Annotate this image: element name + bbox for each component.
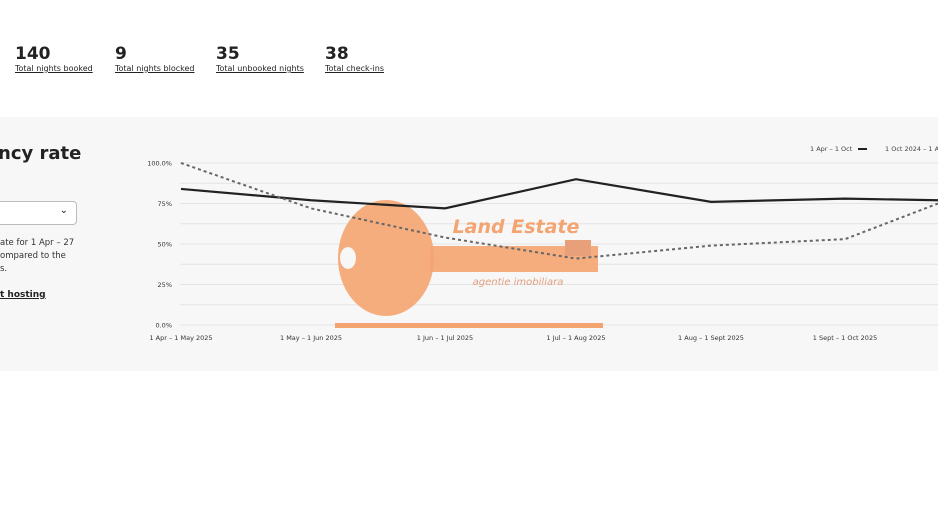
watermark-subtitle: agentie imobiliara [473,277,564,288]
stat-value: 9 [115,44,127,64]
x-tick-label: 1 Jun – 1 Jul 2025 [417,334,473,342]
watermark-title: Land Estate [453,216,580,238]
stat-unbooked-nights: 35 Total unbooked nights [216,44,304,73]
x-tick-label: 1 Apr – 1 May 2025 [149,334,212,342]
y-tick-label: 100.0% [147,160,172,168]
description-line: s. [0,264,8,274]
y-tick-label: 75% [158,200,172,208]
legend-item-previous: 1 Oct 2024 – 1 Ap [885,145,938,153]
stat-label-link[interactable]: Total unbooked nights [216,64,304,73]
y-tick-label: 0.0% [155,322,172,330]
watermark-key-icon [338,200,434,316]
x-tick-label: 1 Aug – 1 Sept 2025 [678,334,744,342]
stat-value: 38 [325,44,349,64]
hosting-link[interactable]: t hosting [0,290,46,300]
watermark-key-hole [340,247,356,269]
y-tick-label: 50% [158,241,172,249]
period-select[interactable]: ⌄ [0,201,77,225]
chevron-down-icon: ⌄ [59,205,68,216]
x-tick-label: 1 May – 1 Jun 2025 [280,334,342,342]
y-tick-label: 25% [158,281,172,289]
description: ate for 1 Apr – 27 ompared to the s. [0,237,75,276]
stat-label-link[interactable]: Total nights booked [15,64,93,73]
description-line: ate for 1 Apr – 27 [0,238,75,248]
stat-nights-booked: 140 Total nights booked [15,44,93,73]
stat-value: 35 [216,44,240,64]
legend-label: 1 Oct 2024 – 1 Ap [885,145,938,153]
x-tick-label: 1 Sept – 1 Oct 2025 [813,334,877,342]
legend-item-current: 1 Apr – 1 Oct [810,145,868,153]
description-line: ompared to the [0,251,66,261]
watermark-badge [565,240,591,256]
legend-label: 1 Apr – 1 Oct [810,145,853,153]
stat-nights-blocked: 9 Total nights blocked [115,44,194,73]
stat-value: 140 [15,44,51,64]
x-tick-label: 1 Jul – 1 Aug 2025 [547,334,606,342]
stat-label-link[interactable]: Total check-ins [325,64,384,73]
stat-check-ins: 38 Total check-ins [325,44,384,73]
stat-label-link[interactable]: Total nights blocked [115,64,195,73]
panel-title: ncy rate [0,143,82,164]
legend-swatch [858,148,868,150]
watermark-bar [335,323,603,328]
